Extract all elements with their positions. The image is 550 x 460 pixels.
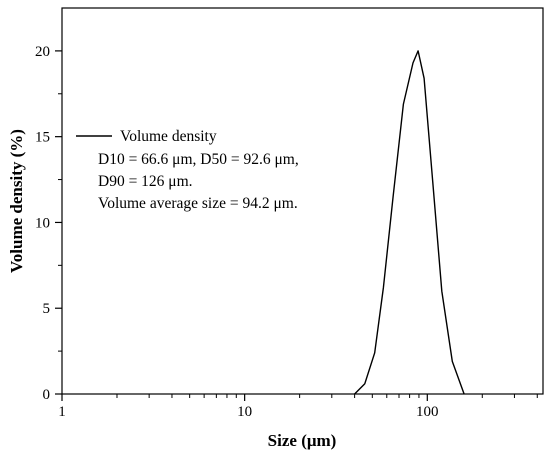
y-axis-title: Volume density (%) [7, 129, 26, 273]
y-tick-label: 10 [35, 215, 50, 231]
plot-frame [61, 7, 544, 395]
annotation-volume-average: Volume average size = 94.2 μm. [98, 195, 298, 212]
legend-label: Volume density [120, 128, 217, 145]
x-axis-title: Size (μm) [268, 431, 337, 450]
x-tick-label: 1 [58, 404, 66, 420]
y-tick-label: 15 [35, 130, 50, 146]
annotation-d10-d50: D10 = 66.6 μm, D50 = 92.6 μm, [98, 151, 299, 168]
y-tick-label: 0 [43, 387, 51, 403]
series-layer [354, 50, 465, 395]
annotation-d90: D90 = 126 μm. [98, 173, 193, 190]
y-tick-label: 20 [35, 44, 50, 60]
series-line-volume-density [354, 50, 465, 395]
x-tick-label: 10 [237, 404, 252, 420]
x-tick-label: 100 [416, 404, 439, 420]
x-axis: 1 10 100 [58, 394, 538, 420]
y-axis: 0 5 10 15 20 [35, 44, 62, 403]
legend: Volume density D10 = 66.6 μm, D50 = 92.6… [76, 128, 299, 212]
y-tick-label: 5 [43, 301, 51, 317]
